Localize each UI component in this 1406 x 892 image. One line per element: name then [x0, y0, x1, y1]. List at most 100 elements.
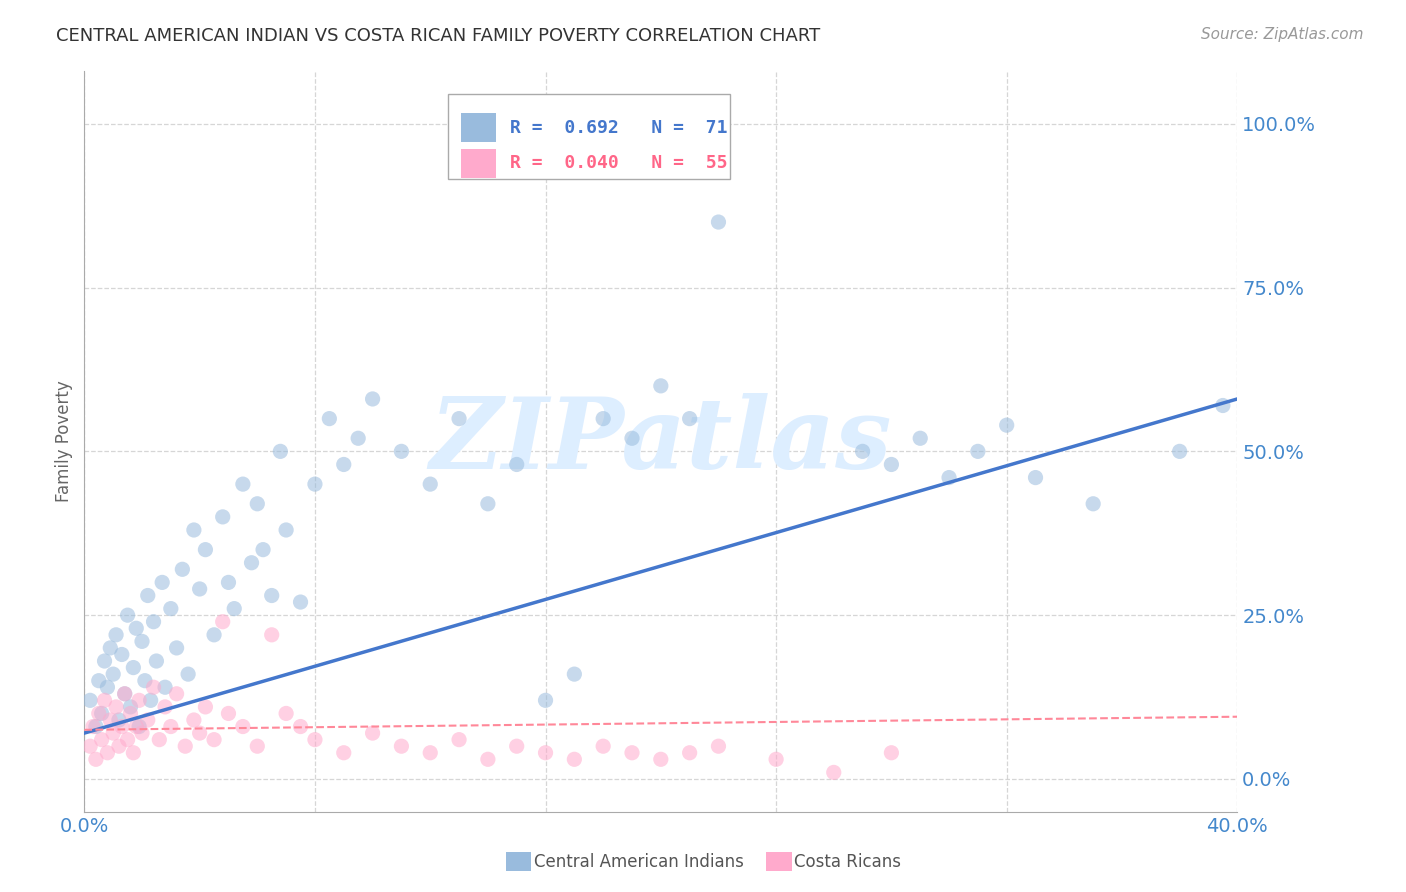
- Point: [995, 418, 1018, 433]
- Point: [419, 477, 441, 491]
- Point: [136, 713, 159, 727]
- Point: [449, 732, 471, 747]
- Point: [183, 713, 205, 727]
- Point: [592, 411, 614, 425]
- Point: [333, 458, 356, 472]
- Point: [120, 706, 142, 721]
- Point: [564, 752, 586, 766]
- Point: [114, 687, 136, 701]
- Bar: [461, 112, 496, 143]
- Point: [232, 720, 254, 734]
- Point: [304, 732, 326, 747]
- Point: [1083, 497, 1105, 511]
- Point: [1212, 399, 1234, 413]
- Point: [211, 615, 233, 629]
- Point: [252, 542, 274, 557]
- Point: [131, 634, 153, 648]
- Point: [477, 497, 499, 511]
- Point: [108, 713, 131, 727]
- Text: ZIPatlas: ZIPatlas: [430, 393, 891, 490]
- Point: [153, 699, 176, 714]
- Point: [183, 523, 205, 537]
- Point: [142, 615, 165, 629]
- Text: R =  0.692   N =  71: R = 0.692 N = 71: [510, 119, 727, 136]
- Point: [246, 497, 269, 511]
- Point: [823, 765, 845, 780]
- Point: [139, 693, 162, 707]
- Point: [318, 411, 340, 425]
- Point: [534, 693, 557, 707]
- Point: [142, 680, 165, 694]
- Point: [122, 746, 145, 760]
- Point: [534, 746, 557, 760]
- Point: [564, 667, 586, 681]
- Point: [650, 752, 672, 766]
- Point: [128, 693, 150, 707]
- Point: [194, 542, 217, 557]
- Point: [290, 595, 312, 609]
- Point: [391, 444, 413, 458]
- Point: [246, 739, 269, 754]
- Point: [506, 739, 529, 754]
- Point: [218, 575, 240, 590]
- Point: [96, 680, 118, 694]
- Point: [290, 720, 312, 734]
- Point: [707, 215, 730, 229]
- Point: [188, 726, 211, 740]
- Point: [621, 431, 644, 445]
- Point: [114, 687, 136, 701]
- Point: [103, 726, 124, 740]
- Bar: [461, 149, 496, 178]
- Point: [592, 739, 614, 754]
- Point: [90, 706, 112, 721]
- Point: [449, 411, 471, 425]
- Point: [361, 392, 384, 406]
- Point: [90, 732, 112, 747]
- Point: [93, 654, 115, 668]
- Point: [131, 726, 153, 740]
- Point: [93, 693, 115, 707]
- Point: [477, 752, 499, 766]
- Point: [276, 523, 298, 537]
- Point: [880, 746, 903, 760]
- Point: [150, 575, 173, 590]
- Point: [145, 654, 167, 668]
- Point: [224, 601, 246, 615]
- Point: [111, 720, 134, 734]
- Point: [84, 720, 107, 734]
- Point: [304, 477, 326, 491]
- Point: [79, 739, 101, 754]
- Point: [105, 699, 128, 714]
- Point: [136, 589, 159, 603]
- Point: [650, 379, 672, 393]
- Point: [188, 582, 211, 596]
- Point: [125, 720, 148, 734]
- Point: [260, 628, 283, 642]
- Point: [160, 720, 183, 734]
- Point: [87, 673, 110, 688]
- Text: Costa Ricans: Costa Ricans: [794, 853, 901, 871]
- Point: [211, 509, 233, 524]
- Point: [1025, 470, 1047, 484]
- Y-axis label: Family Poverty: Family Poverty: [55, 381, 73, 502]
- Point: [880, 458, 903, 472]
- Point: [967, 444, 990, 458]
- Point: [391, 739, 413, 754]
- Point: [105, 628, 128, 642]
- Point: [134, 673, 156, 688]
- Point: [765, 752, 787, 766]
- Point: [98, 640, 121, 655]
- Point: [679, 746, 702, 760]
- Point: [117, 732, 139, 747]
- Point: [108, 739, 131, 754]
- Point: [218, 706, 240, 721]
- Point: [707, 739, 730, 754]
- Point: [148, 732, 170, 747]
- Point: [128, 720, 150, 734]
- Point: [1168, 444, 1191, 458]
- Point: [117, 608, 139, 623]
- Point: [506, 458, 529, 472]
- Point: [852, 444, 875, 458]
- Point: [84, 752, 107, 766]
- Point: [96, 746, 118, 760]
